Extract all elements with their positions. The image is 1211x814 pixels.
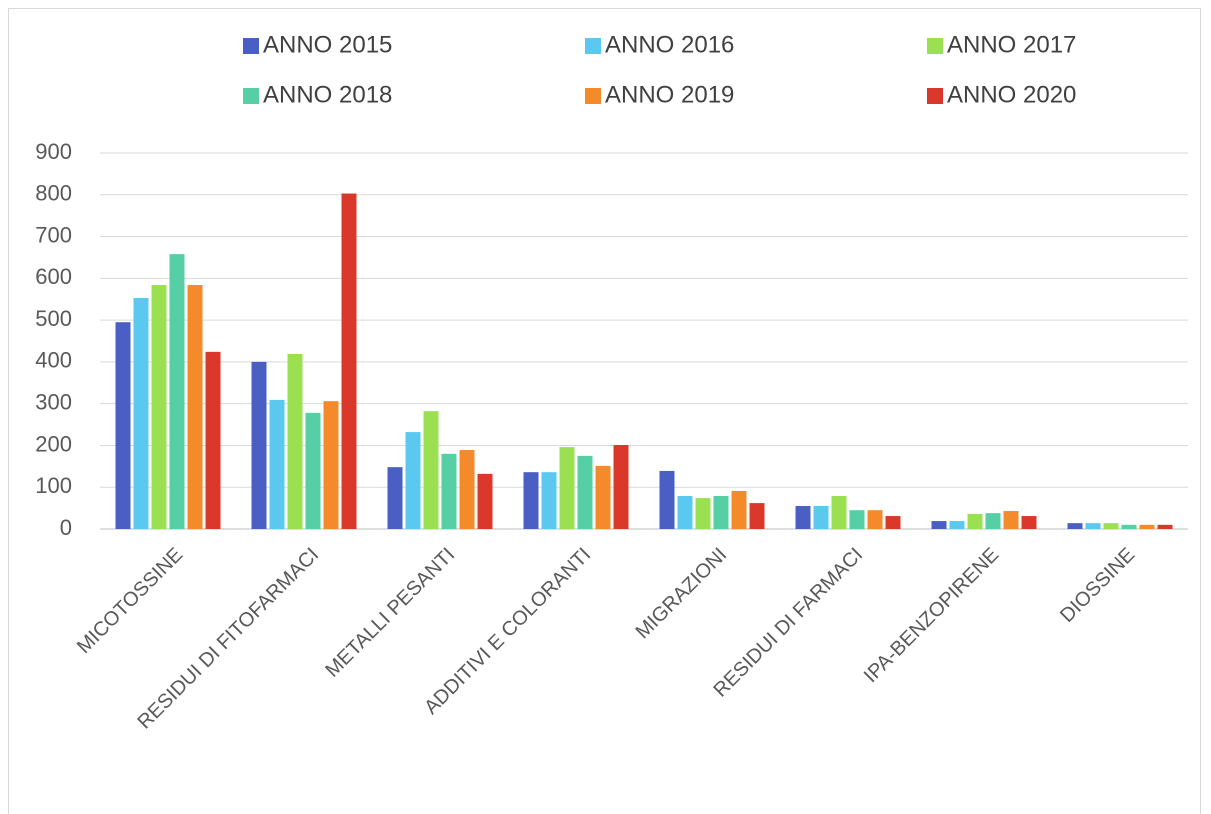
legend-swatch xyxy=(243,88,259,104)
bar xyxy=(251,361,267,529)
bar xyxy=(659,470,675,529)
bar xyxy=(1103,523,1119,529)
bar xyxy=(133,297,149,529)
bar xyxy=(1003,511,1019,529)
bar xyxy=(205,351,221,529)
bar xyxy=(1085,523,1101,529)
bar xyxy=(931,521,947,529)
bar xyxy=(795,506,811,529)
y-tick-label: 800 xyxy=(35,181,72,206)
bar xyxy=(269,399,285,529)
bar xyxy=(1067,523,1083,529)
y-tick-label: 900 xyxy=(35,139,72,164)
bar xyxy=(967,513,983,529)
bar xyxy=(387,467,403,529)
legend-swatch xyxy=(585,38,601,54)
bar xyxy=(477,473,493,529)
bar xyxy=(405,432,421,529)
legend-label: ANNO 2020 xyxy=(947,81,1076,108)
bar xyxy=(731,490,747,529)
bar xyxy=(115,322,131,529)
bar xyxy=(151,285,167,529)
legend-swatch xyxy=(243,38,259,54)
bar xyxy=(1157,524,1173,529)
bar xyxy=(341,193,357,529)
bar xyxy=(559,447,575,529)
bar xyxy=(1021,516,1037,529)
bar xyxy=(613,445,629,529)
bar xyxy=(541,472,557,529)
legend-label: ANNO 2017 xyxy=(947,31,1076,58)
bar xyxy=(423,411,439,529)
y-tick-label: 300 xyxy=(35,389,72,414)
legend-label: ANNO 2018 xyxy=(263,81,392,108)
bar xyxy=(813,506,829,529)
bar xyxy=(985,513,1001,529)
legend-label: ANNO 2019 xyxy=(605,81,734,108)
bar xyxy=(831,495,847,529)
legend-label: ANNO 2016 xyxy=(605,31,734,58)
bar xyxy=(677,495,693,529)
bar xyxy=(885,516,901,529)
bar xyxy=(595,465,611,529)
legend-swatch xyxy=(927,38,943,54)
bar xyxy=(169,254,185,529)
y-tick-label: 600 xyxy=(35,264,72,289)
legend-swatch xyxy=(927,88,943,104)
bar xyxy=(695,498,711,529)
y-tick-label: 0 xyxy=(60,515,72,540)
legend-swatch xyxy=(585,88,601,104)
y-tick-label: 400 xyxy=(35,348,72,373)
bar xyxy=(949,521,965,529)
bar xyxy=(713,495,729,529)
bar xyxy=(867,510,883,529)
bar xyxy=(577,455,593,529)
bar xyxy=(849,510,865,529)
bar xyxy=(323,401,339,529)
bar xyxy=(523,472,539,529)
y-tick-label: 200 xyxy=(35,431,72,456)
bar xyxy=(187,285,203,529)
bar xyxy=(1121,524,1137,529)
y-tick-label: 100 xyxy=(35,473,72,498)
bar xyxy=(1139,524,1155,529)
bar xyxy=(305,412,321,529)
y-tick-label: 700 xyxy=(35,222,72,247)
legend-label: ANNO 2015 xyxy=(263,31,392,58)
bar xyxy=(441,453,457,529)
bar xyxy=(459,450,475,529)
y-tick-label: 500 xyxy=(35,306,72,331)
bar xyxy=(287,353,303,529)
bar xyxy=(749,503,765,529)
